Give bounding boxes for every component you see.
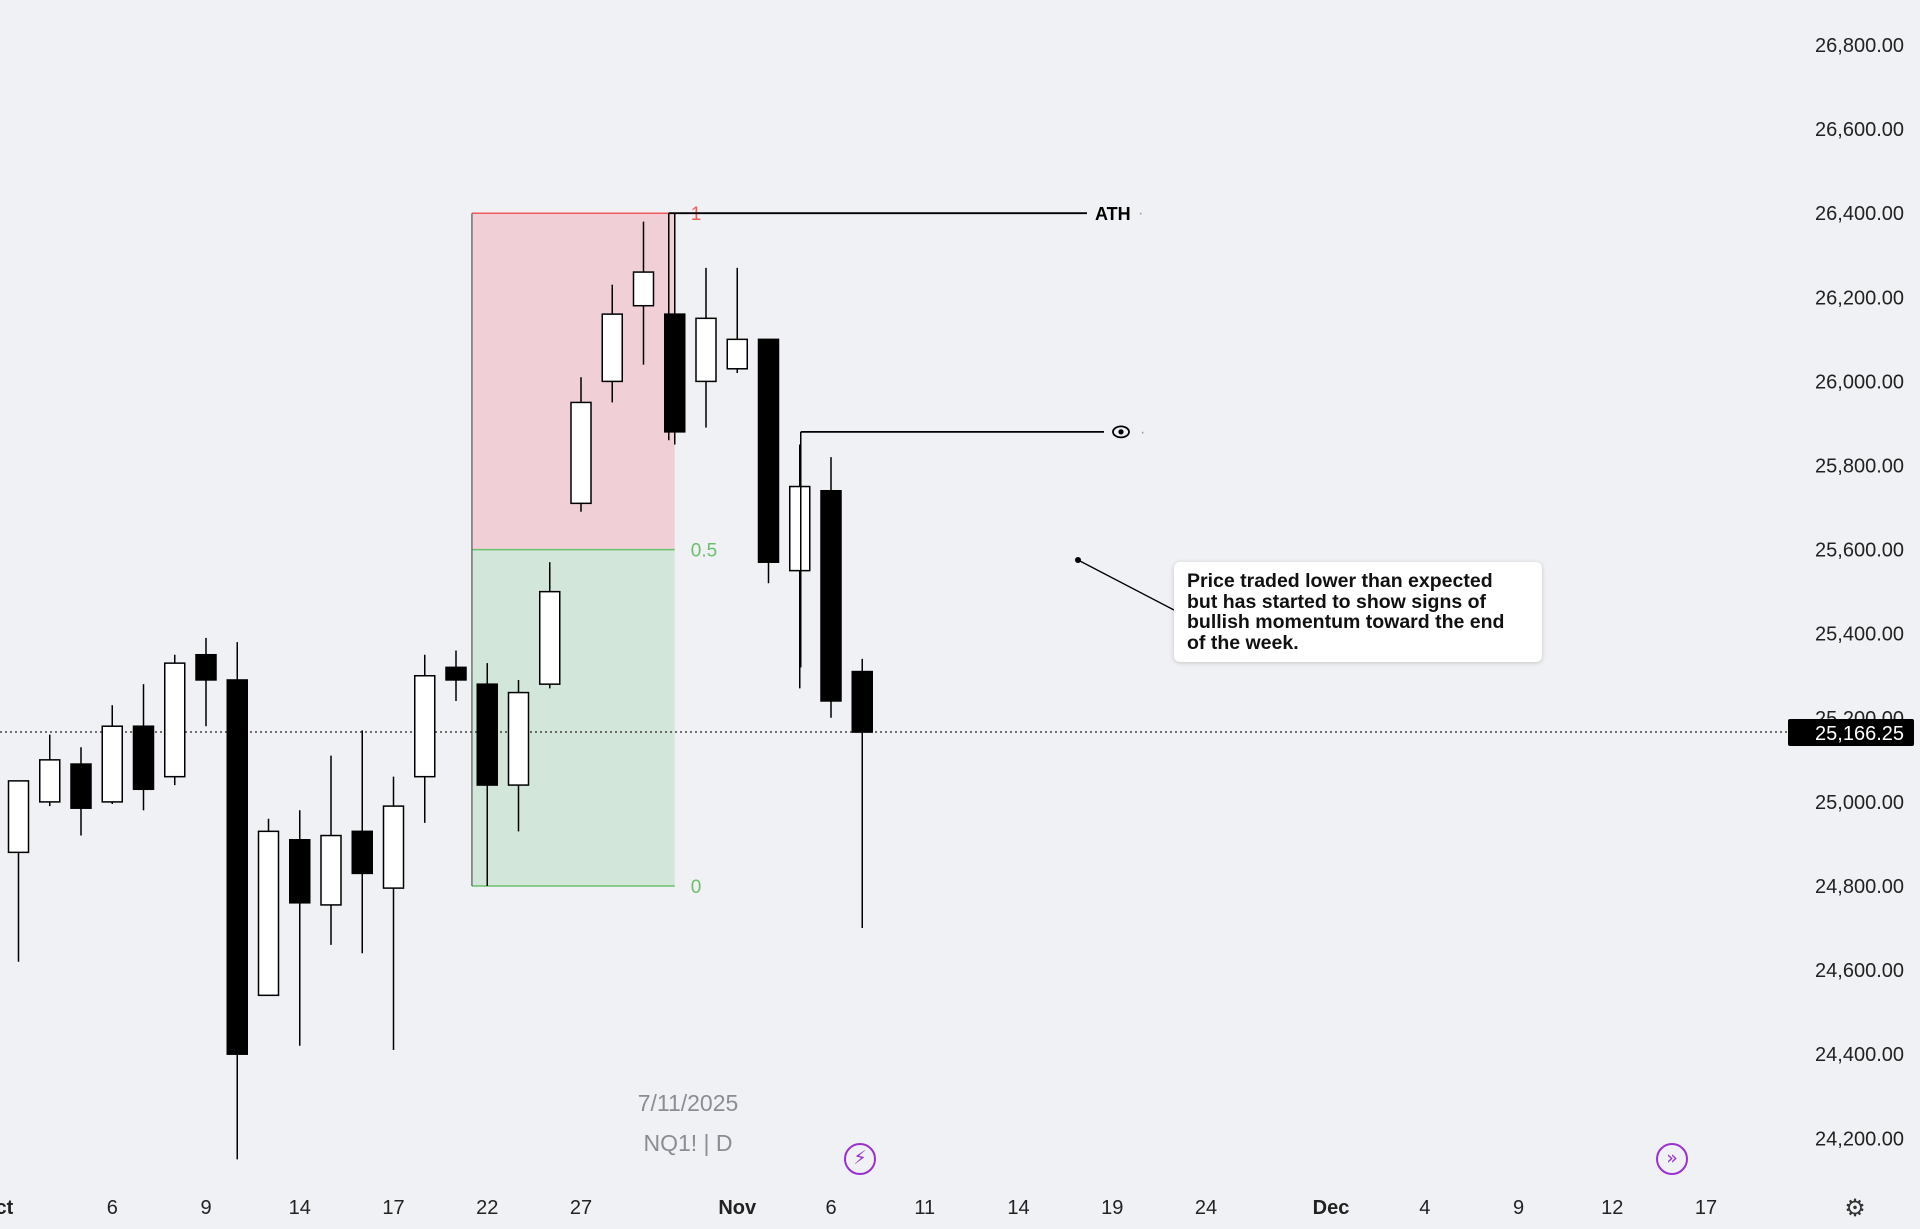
fib-level-label: 1	[691, 204, 702, 225]
x-tick-label: 27	[570, 1197, 592, 1219]
candle-bullish[interactable]	[539, 590, 561, 685]
candle-bullish[interactable]	[601, 313, 623, 383]
candle-bearish[interactable]	[445, 666, 467, 681]
x-tick-label: 6	[107, 1197, 118, 1219]
annotation-callout[interactable]: Price traded lower than expected but has…	[1174, 562, 1542, 662]
candle-bearish[interactable]	[70, 763, 92, 809]
candle-bullish[interactable]	[164, 662, 186, 778]
x-tick-label: 17	[382, 1197, 404, 1219]
x-tick-label: 9	[200, 1197, 211, 1219]
x-tick-label: Oct	[0, 1197, 14, 1219]
candle-bullish[interactable]	[414, 675, 436, 778]
ath-dot: ·	[1138, 205, 1143, 222]
x-tick-label: 12	[1601, 1197, 1623, 1219]
fib-level-label: 0.5	[691, 541, 717, 562]
fib-zone-lower	[471, 549, 675, 886]
candle-bearish[interactable]	[820, 489, 842, 702]
candle-bearish[interactable]	[664, 313, 686, 433]
candle-bearish[interactable]	[132, 725, 155, 791]
lightning-icon[interactable]: ⚡	[844, 1143, 876, 1175]
candle-bullish[interactable]	[257, 830, 280, 997]
ath-label: ATH	[1095, 204, 1131, 224]
candle-bullish[interactable]	[101, 725, 123, 803]
x-tick-label: 17	[1695, 1197, 1717, 1219]
y-tick-label: 24,400.00	[1815, 1044, 1904, 1066]
watermark-symbol: NQ1! | D	[643, 1130, 733, 1156]
candle-bullish[interactable]	[7, 780, 30, 854]
y-tick-label: 25,400.00	[1815, 624, 1904, 646]
y-tick-label: 26,200.00	[1815, 287, 1904, 309]
candle-bearish[interactable]	[289, 838, 311, 904]
candle-bullish[interactable]	[382, 805, 405, 889]
x-tick-label: 11	[914, 1197, 935, 1219]
candle-bullish[interactable]	[632, 271, 655, 307]
candle-bullish[interactable]	[570, 401, 592, 505]
y-tick-label: 26,000.00	[1815, 371, 1904, 393]
x-tick-label: 6	[825, 1197, 836, 1219]
x-tick-label: 4	[1419, 1197, 1430, 1219]
candle-bearish[interactable]	[476, 683, 498, 786]
candle-bullish[interactable]	[39, 759, 61, 803]
y-tick-label: 25,600.00	[1815, 540, 1904, 562]
current-price-badge	[1788, 718, 1914, 746]
y-tick-label: 24,800.00	[1815, 876, 1904, 898]
x-tick-label: Dec	[1313, 1197, 1350, 1219]
candle-bearish[interactable]	[226, 679, 248, 1055]
candle-bullish[interactable]	[320, 834, 342, 906]
x-tick-label: Nov	[718, 1197, 757, 1219]
x-tick-label: 24	[1195, 1197, 1217, 1219]
current-price-label: 25,166.25	[1815, 723, 1904, 745]
y-tick-label: 25,000.00	[1815, 792, 1904, 814]
y-tick-label: 26,800.00	[1815, 35, 1904, 57]
candle-bearish[interactable]	[757, 338, 780, 563]
candle-bullish[interactable]	[726, 338, 748, 370]
candle-bullish[interactable]	[507, 691, 530, 786]
eye-dot: ·	[1140, 424, 1145, 441]
candle-bearish[interactable]	[851, 670, 873, 733]
forward-arrow-icon[interactable]: »	[1656, 1143, 1688, 1175]
candle-bearish[interactable]	[351, 830, 373, 875]
gear-icon[interactable]: ⚙	[1844, 1194, 1866, 1222]
candle-bearish[interactable]	[195, 653, 217, 681]
x-tick-label: 19	[1101, 1197, 1123, 1219]
x-tick-label: 14	[289, 1197, 311, 1219]
x-tick-label: 22	[476, 1197, 498, 1219]
eye-icon[interactable]	[1112, 425, 1130, 439]
y-tick-label: 26,600.00	[1815, 119, 1904, 141]
annotation-text: Price traded lower than expected but has…	[1187, 570, 1505, 654]
y-tick-label: 26,400.00	[1815, 203, 1904, 225]
x-tick-label: 14	[1007, 1197, 1029, 1219]
candle-bullish[interactable]	[789, 485, 811, 572]
x-tick-label: 9	[1513, 1197, 1524, 1219]
fib-level-label: 0	[691, 877, 702, 898]
y-tick-label: 24,600.00	[1815, 960, 1904, 982]
candle-bullish[interactable]	[695, 317, 717, 383]
y-tick-label: 25,800.00	[1815, 456, 1904, 478]
annotation-pointer	[1077, 559, 1175, 611]
watermark-date: 7/11/2025	[637, 1090, 739, 1116]
y-tick-label: 24,200.00	[1815, 1128, 1904, 1150]
